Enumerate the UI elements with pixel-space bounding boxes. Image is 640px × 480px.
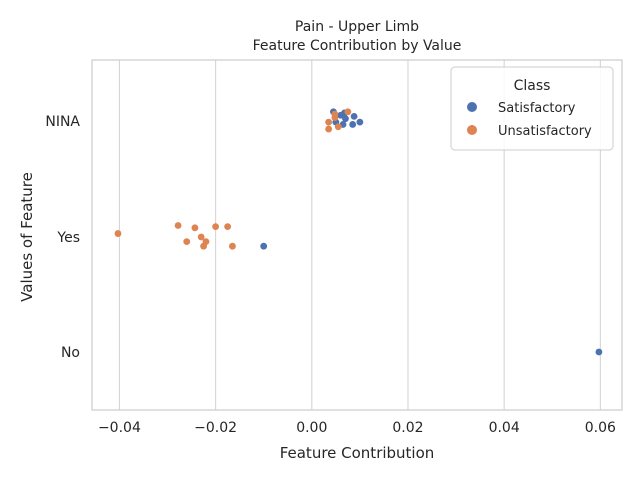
plot-frame: [91, 59, 623, 411]
data-point-unsatisfactory: [197, 233, 205, 241]
data-point-unsatisfactory: [183, 238, 191, 246]
legend-label-satisfactory: Satisfactory: [498, 101, 576, 116]
legend: Class Satisfactory Unsatisfactory: [450, 66, 614, 151]
legend-box: [450, 66, 614, 151]
data-point-satisfactory: [349, 121, 357, 128]
y-tick-label: NINA: [45, 114, 80, 130]
x-tick-label: 0.04: [489, 420, 520, 436]
y-tick-label: Yes: [56, 230, 80, 246]
x-tick-label: −0.02: [194, 420, 237, 436]
legend-title: Class: [514, 78, 551, 94]
legend-marker-unsatisfactory: [467, 125, 477, 135]
x-tick-label: 0.00: [296, 420, 327, 436]
data-point-satisfactory: [595, 348, 603, 356]
y-axis-ticks: NINA Yes No: [45, 114, 80, 361]
chart-title: Pain - Upper Limb: [295, 19, 419, 35]
data-point-satisfactory: [260, 242, 268, 250]
data-point-satisfactory: [342, 115, 349, 123]
data-point-unsatisfactory: [334, 123, 342, 131]
data-point-satisfactory: [356, 118, 364, 126]
data-point-satisfactory: [350, 113, 358, 120]
data-point-unsatisfactory: [174, 222, 182, 229]
x-tick-label: 0.02: [392, 420, 423, 436]
data-point-unsatisfactory: [212, 223, 220, 231]
data-point-unsatisfactory: [191, 224, 199, 232]
x-axis-ticks: −0.04 −0.02 0.00 0.02 0.04 0.06: [98, 420, 616, 436]
x-tick-label: −0.04: [98, 420, 141, 436]
data-point-unsatisfactory: [114, 230, 122, 237]
legend-label-unsatisfactory: Unsatisfactory: [498, 124, 592, 139]
data-point-unsatisfactory: [325, 125, 333, 133]
data-point-unsatisfactory: [224, 223, 232, 231]
legend-marker-satisfactory: [467, 102, 477, 112]
y-tick-label: No: [61, 345, 80, 361]
chart-subtitle: Feature Contribution by Value: [253, 38, 462, 54]
x-axis-label: Feature Contribution: [280, 444, 435, 462]
data-point-unsatisfactory: [331, 114, 339, 121]
data-point-unsatisfactory: [325, 118, 333, 126]
y-axis-label: Values of Feature: [18, 172, 36, 302]
data-point-unsatisfactory: [229, 242, 236, 250]
data-point-unsatisfactory: [344, 108, 352, 116]
data-point-unsatisfactory: [200, 242, 207, 250]
data-points: [114, 108, 603, 356]
x-tick-label: 0.06: [585, 420, 616, 436]
